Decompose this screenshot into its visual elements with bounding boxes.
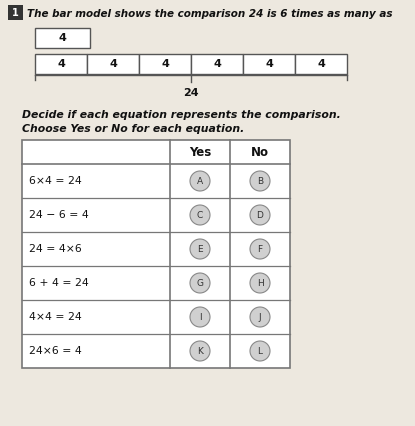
Text: 24: 24 bbox=[183, 88, 199, 98]
Circle shape bbox=[250, 341, 270, 361]
Circle shape bbox=[250, 205, 270, 225]
Text: H: H bbox=[256, 279, 264, 288]
Text: 4: 4 bbox=[59, 33, 66, 43]
Text: E: E bbox=[197, 245, 203, 253]
Text: B: B bbox=[257, 176, 263, 185]
Bar bbox=[139, 54, 191, 74]
Text: A: A bbox=[197, 176, 203, 185]
Circle shape bbox=[250, 273, 270, 293]
Bar bbox=[191, 54, 243, 74]
Text: Choose Yes or No for each equation.: Choose Yes or No for each equation. bbox=[22, 124, 244, 134]
Text: L: L bbox=[257, 346, 263, 356]
Bar bbox=[87, 54, 139, 74]
Text: 4: 4 bbox=[109, 59, 117, 69]
Bar bbox=[8, 5, 23, 20]
Circle shape bbox=[190, 307, 210, 327]
Text: G: G bbox=[196, 279, 203, 288]
Circle shape bbox=[190, 239, 210, 259]
Circle shape bbox=[190, 205, 210, 225]
Text: 24×6 = 4: 24×6 = 4 bbox=[29, 346, 82, 356]
Text: 24 = 4×6: 24 = 4×6 bbox=[29, 244, 82, 254]
Text: 4: 4 bbox=[57, 59, 65, 69]
Circle shape bbox=[250, 307, 270, 327]
Text: F: F bbox=[257, 245, 263, 253]
Text: 24 − 6 = 4: 24 − 6 = 4 bbox=[29, 210, 89, 220]
Text: C: C bbox=[197, 210, 203, 219]
Text: 1: 1 bbox=[12, 8, 19, 17]
Bar bbox=[243, 54, 295, 74]
Text: I: I bbox=[199, 313, 201, 322]
Circle shape bbox=[250, 171, 270, 191]
Text: The bar model shows the comparison 24 is 6 times as many as: The bar model shows the comparison 24 is… bbox=[27, 9, 393, 19]
Text: 4: 4 bbox=[265, 59, 273, 69]
Bar bbox=[22, 140, 290, 368]
Bar bbox=[35, 28, 90, 48]
Text: 6×4 = 24: 6×4 = 24 bbox=[29, 176, 82, 186]
Text: 4: 4 bbox=[161, 59, 169, 69]
Text: J: J bbox=[259, 313, 261, 322]
Text: D: D bbox=[256, 210, 264, 219]
Text: K: K bbox=[197, 346, 203, 356]
Text: No: No bbox=[251, 146, 269, 158]
Text: 4×4 = 24: 4×4 = 24 bbox=[29, 312, 82, 322]
Bar bbox=[295, 54, 347, 74]
Text: Decide if each equation represents the comparison.: Decide if each equation represents the c… bbox=[22, 110, 341, 120]
Text: 4: 4 bbox=[317, 59, 325, 69]
Circle shape bbox=[190, 171, 210, 191]
Circle shape bbox=[190, 341, 210, 361]
Text: 4: 4 bbox=[213, 59, 221, 69]
Bar bbox=[35, 54, 87, 74]
Circle shape bbox=[190, 273, 210, 293]
Text: Yes: Yes bbox=[189, 146, 211, 158]
Text: 6 + 4 = 24: 6 + 4 = 24 bbox=[29, 278, 89, 288]
Circle shape bbox=[250, 239, 270, 259]
